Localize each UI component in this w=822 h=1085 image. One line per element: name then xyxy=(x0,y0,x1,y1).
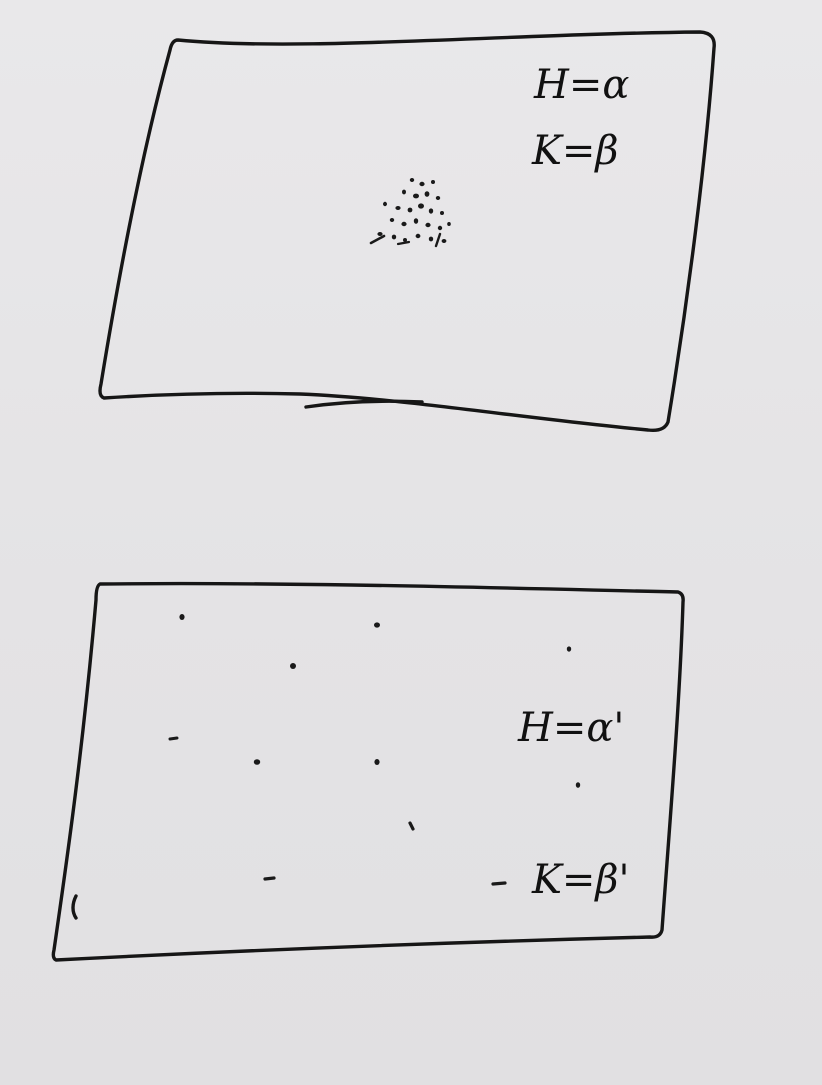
top-k-label: K=β xyxy=(531,128,619,174)
point xyxy=(447,222,451,226)
top-panel-underline xyxy=(304,399,424,409)
point xyxy=(441,239,447,243)
point xyxy=(403,238,407,242)
point xyxy=(408,821,415,831)
bottom-h-label: H=α' xyxy=(517,705,624,751)
point xyxy=(418,203,424,209)
point xyxy=(290,663,296,669)
scattered-points xyxy=(168,614,581,886)
point xyxy=(428,236,434,242)
point xyxy=(428,208,434,214)
point xyxy=(413,218,419,224)
point xyxy=(435,196,441,200)
point xyxy=(179,614,185,620)
point xyxy=(383,201,387,207)
point xyxy=(377,232,383,236)
point xyxy=(374,759,380,765)
point xyxy=(425,222,431,228)
top-panel-frame xyxy=(98,30,716,433)
top-h-label: H=α xyxy=(533,62,629,108)
clustered-points xyxy=(369,178,451,248)
point xyxy=(409,178,415,182)
point xyxy=(413,193,419,199)
point xyxy=(440,211,444,215)
point xyxy=(415,233,421,239)
point xyxy=(395,206,401,210)
bottom-k-label: K=β' xyxy=(531,857,630,903)
bottom-panel-margin-mark xyxy=(71,894,78,920)
point xyxy=(424,191,430,197)
point xyxy=(402,189,406,195)
point xyxy=(401,221,407,227)
point xyxy=(253,759,261,765)
point xyxy=(263,876,276,881)
point xyxy=(168,736,179,741)
point-stroke xyxy=(396,240,411,246)
point xyxy=(391,234,397,240)
bottom-panel-frame xyxy=(51,581,685,962)
point xyxy=(374,622,380,628)
point-stroke xyxy=(434,232,442,248)
point xyxy=(437,225,443,231)
point xyxy=(566,646,572,652)
point xyxy=(407,207,413,213)
point xyxy=(575,782,581,788)
bottom-panel: H=α' K=β' xyxy=(51,581,685,962)
point-stroke xyxy=(369,234,386,245)
point xyxy=(491,881,507,886)
point xyxy=(431,180,435,184)
point xyxy=(389,218,395,222)
top-panel: H=α K=β xyxy=(98,30,716,433)
point xyxy=(419,181,425,187)
